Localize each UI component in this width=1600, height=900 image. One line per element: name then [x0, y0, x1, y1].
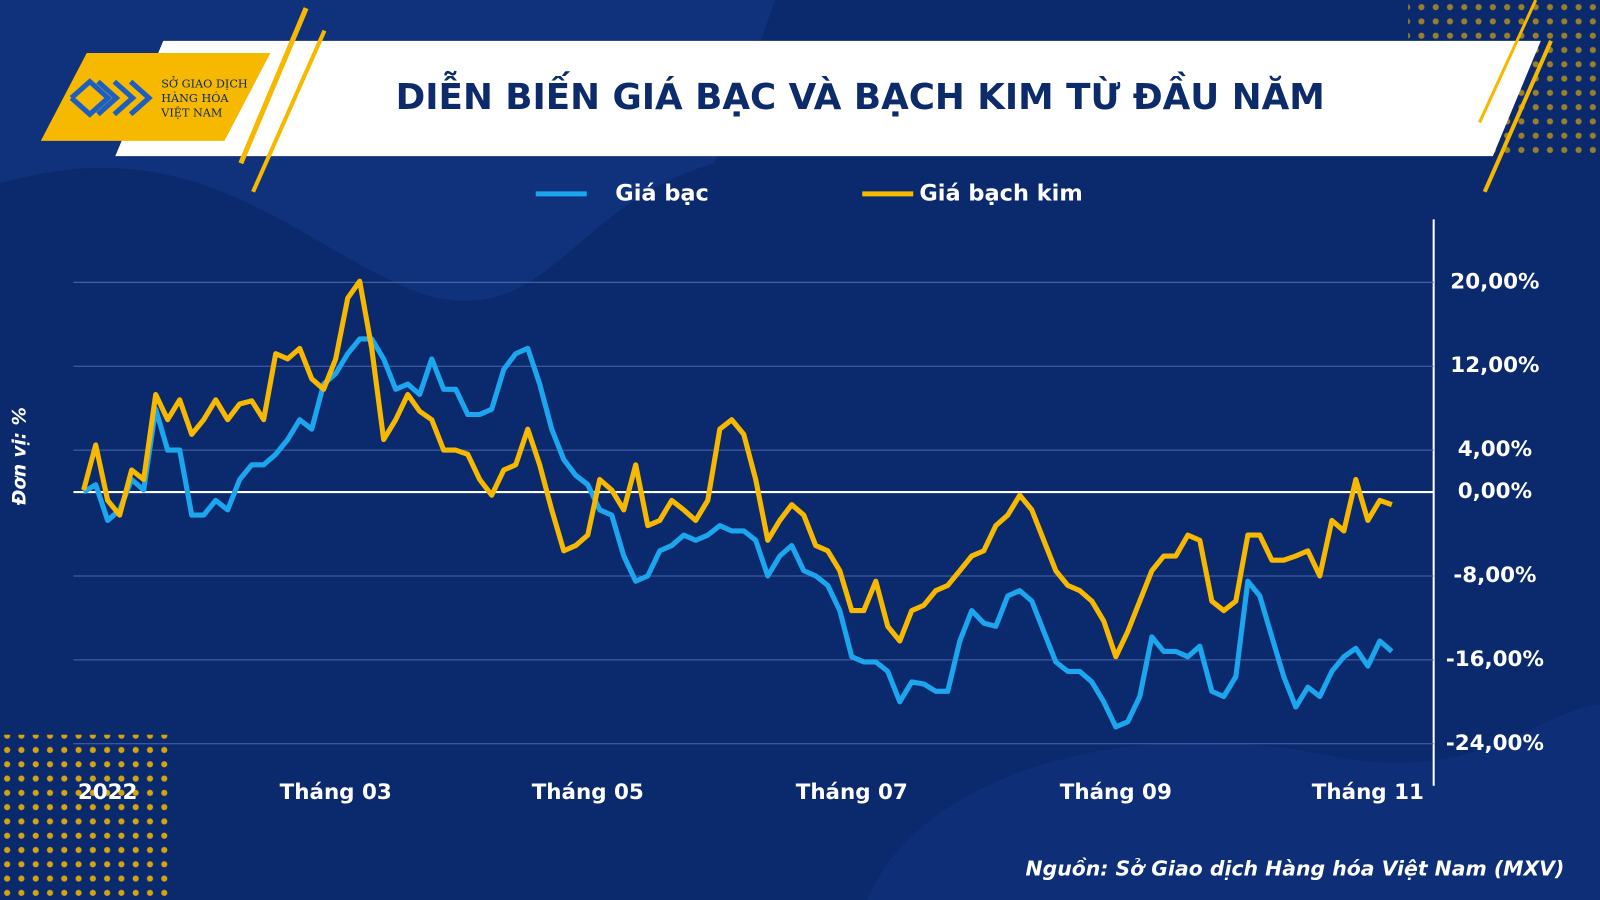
y-tick-label: -8,00%	[1453, 563, 1536, 588]
decor-stripe	[238, 7, 309, 165]
chart-title: DIỄN BIẾN GIÁ BẠC VÀ BẠCH KIM TỪ ĐẦU NĂM	[396, 71, 1325, 118]
series-line	[82, 336, 1394, 730]
x-tick-label: Tháng 09	[1060, 780, 1172, 805]
y-tick-label: -16,00%	[1446, 647, 1544, 672]
series-line	[81, 278, 1393, 660]
source-note: Nguồn: Sở Giao dịch Hàng hóa Việt Nam (M…	[1026, 856, 1565, 880]
background-shape	[867, 704, 1600, 900]
y-tick-label: -24,00%	[1446, 731, 1544, 756]
legend-label: Giá bạc	[615, 180, 709, 206]
logo-box	[40, 53, 271, 141]
logo-mark	[112, 79, 137, 117]
logo-mark	[69, 78, 113, 118]
y-tick-label: 0,00%	[1458, 479, 1532, 504]
logo-mark	[96, 79, 121, 117]
decor-stripe	[251, 29, 327, 193]
y-axis-label: Đơn vị: %	[9, 407, 30, 506]
x-tick-label: Tháng 05	[532, 780, 644, 805]
y-tick-label: 20,00%	[1450, 269, 1539, 294]
header-banner	[115, 40, 1541, 157]
logo-text: HÀNG HÓA	[161, 91, 229, 105]
x-tick-label: Tháng 07	[796, 780, 908, 805]
decor-stripe	[1478, 0, 1538, 124]
legend-label: Giá bạch kim	[919, 180, 1082, 206]
decor-stripe	[1482, 39, 1553, 193]
logo-text: VIỆT NAM	[160, 105, 222, 119]
logo-text: SỞ GIAO DỊCH	[161, 76, 248, 91]
logo-mark	[128, 79, 153, 117]
y-tick-label: 4,00%	[1458, 437, 1532, 462]
x-tick-label: 2022	[78, 780, 138, 805]
y-tick-label: 12,00%	[1450, 353, 1539, 378]
x-tick-label: Tháng 11	[1312, 780, 1424, 805]
dot-pattern	[0, 734, 174, 900]
x-tick-label: Tháng 03	[280, 780, 392, 805]
